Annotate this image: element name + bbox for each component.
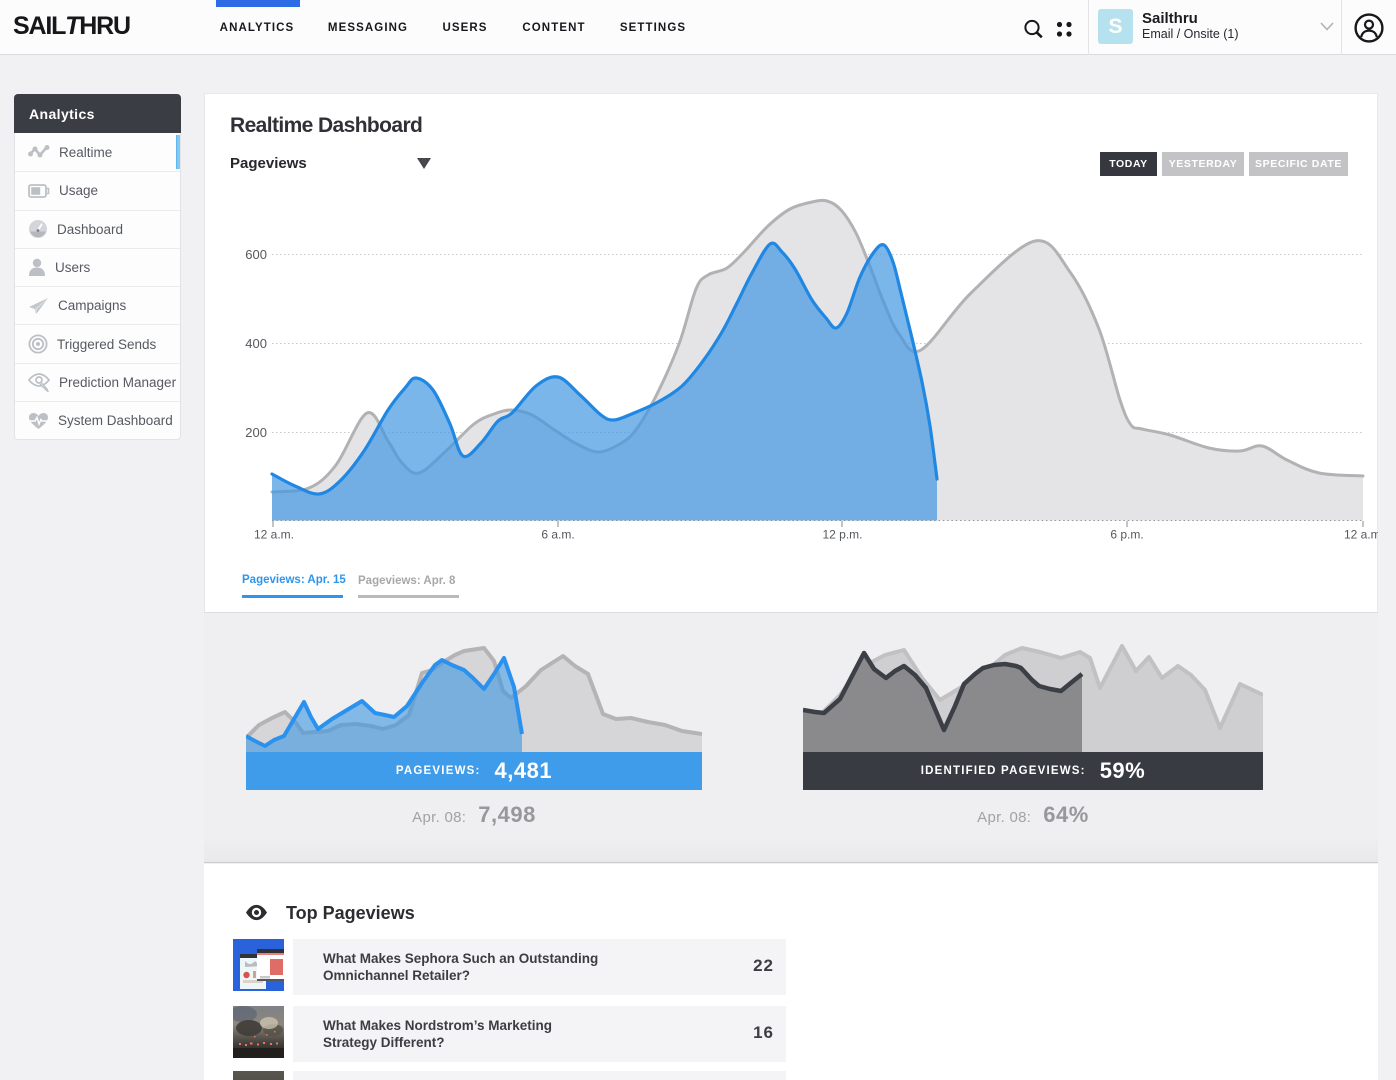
svg-text:400: 400 [245, 336, 267, 351]
svg-text:12 a.m.: 12 a.m. [254, 528, 294, 542]
svg-text:6 a.m.: 6 a.m. [541, 528, 574, 542]
svg-text:6 p.m.: 6 p.m. [1110, 528, 1143, 542]
svg-text:200: 200 [245, 425, 267, 440]
svg-text:12 a.m.: 12 a.m. [1344, 528, 1378, 542]
svg-text:12 p.m.: 12 p.m. [822, 528, 862, 542]
svg-text:600: 600 [245, 247, 267, 262]
